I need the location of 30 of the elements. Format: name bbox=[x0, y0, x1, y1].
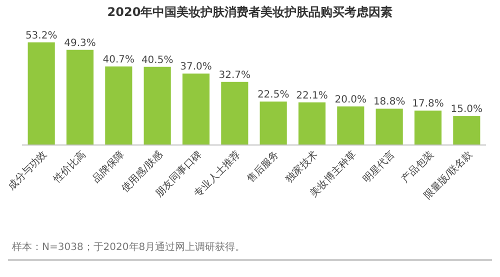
bar bbox=[182, 74, 210, 145]
bar bbox=[453, 116, 480, 145]
data-label: 20.0% bbox=[334, 94, 367, 106]
data-label: 37.0% bbox=[180, 62, 212, 73]
data-label: 18.8% bbox=[373, 96, 406, 108]
text: 样本：N=3038；于2020年8月通过网上调研获得。 bbox=[12, 241, 246, 253]
x-tick-label: 明星代言 bbox=[360, 148, 398, 186]
data-label: 53.2% bbox=[25, 30, 58, 42]
data-label: 22.5% bbox=[257, 90, 290, 101]
x-tick-label: 售后服务 bbox=[244, 148, 282, 186]
data-label: 32.7% bbox=[218, 70, 251, 81]
data-label: 15.0% bbox=[450, 104, 483, 116]
data-label: 22.1% bbox=[296, 90, 328, 102]
x-tick-label: 成分与功效 bbox=[6, 148, 50, 192]
chart-title: 2020年中国美妆护肤消费者美妆护肤品购买考虑因素 bbox=[107, 5, 393, 19]
bar bbox=[144, 66, 171, 145]
bar bbox=[376, 108, 403, 145]
bar bbox=[105, 66, 132, 145]
bar bbox=[66, 50, 94, 145]
data-label: 40.5% bbox=[141, 54, 174, 66]
bar bbox=[298, 102, 326, 145]
bar bbox=[337, 106, 364, 145]
bar bbox=[414, 110, 442, 145]
data-label: 49.3% bbox=[64, 38, 96, 49]
data-label: 40.7% bbox=[102, 54, 135, 66]
bar bbox=[28, 42, 55, 145]
data-label: 17.8% bbox=[412, 98, 444, 110]
bar bbox=[260, 102, 287, 145]
x-tick-label: 性价比高 bbox=[50, 148, 88, 186]
bar bbox=[221, 82, 248, 145]
